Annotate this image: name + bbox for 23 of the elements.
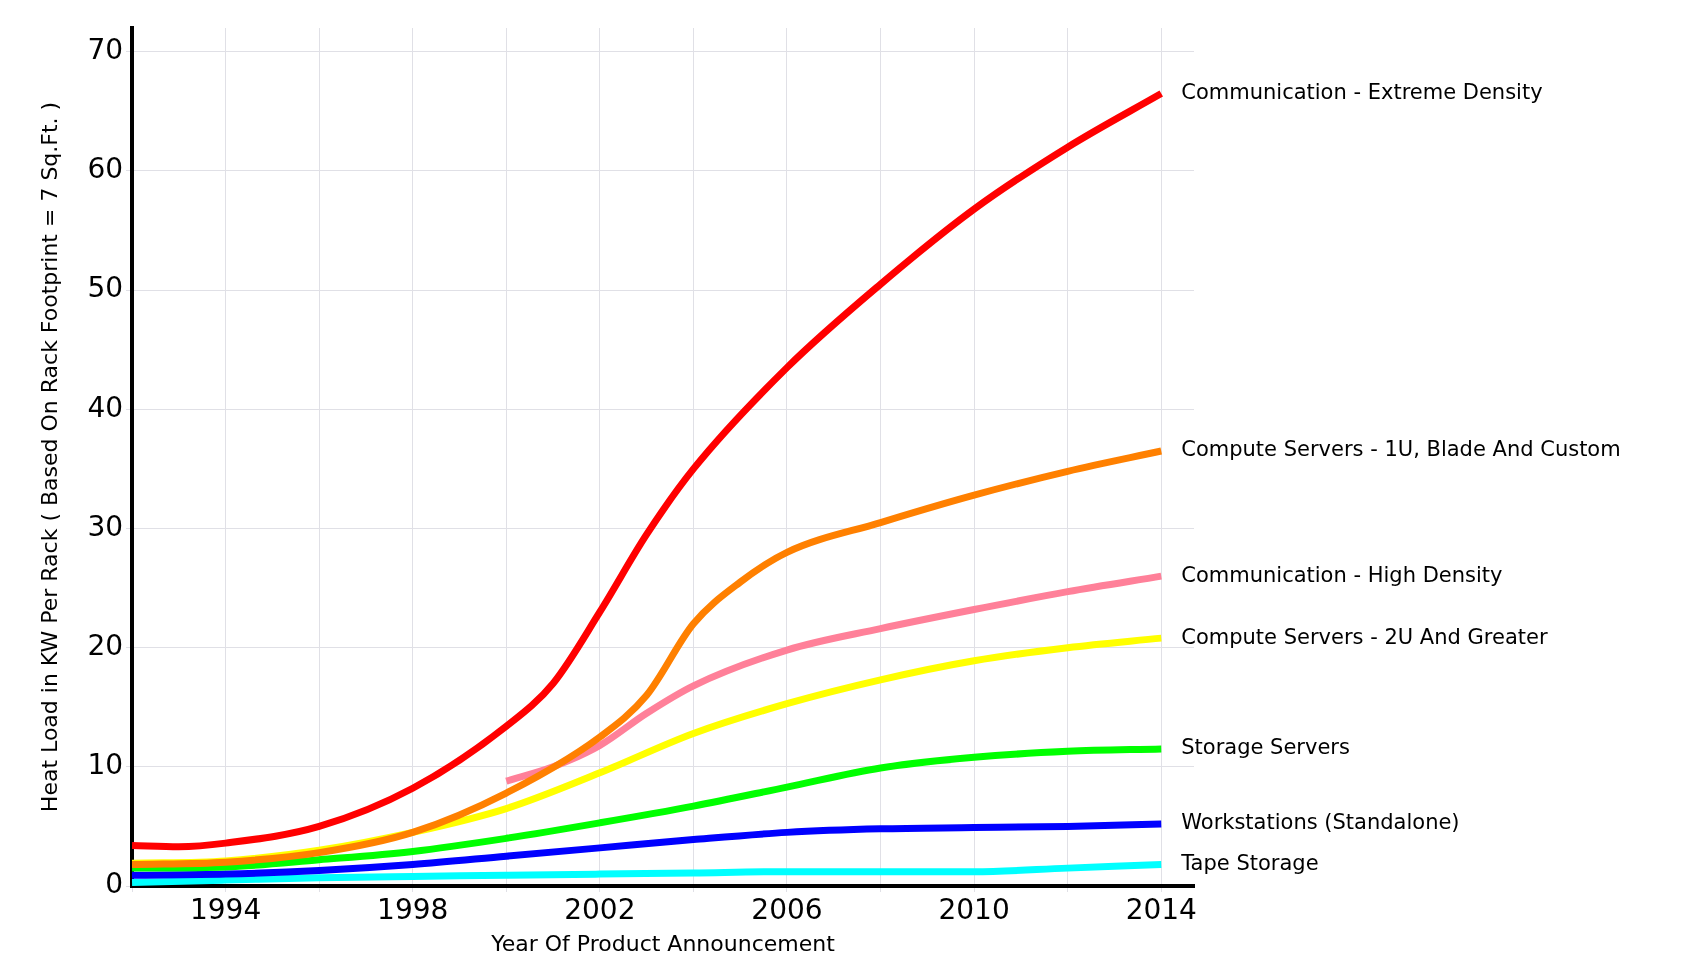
y-tick-label: 30 bbox=[87, 509, 124, 543]
x-tick-label: 2006 bbox=[751, 893, 823, 927]
x-tick-label: 1998 bbox=[377, 893, 449, 927]
y-axis-title: Heat Load in KW Per Rack ( Based On Rack Footprint = 7 Sq.Ft. ) bbox=[36, 101, 62, 813]
y-tick-label: 40 bbox=[87, 390, 124, 424]
y-tick-label: 70 bbox=[87, 33, 124, 67]
series-label: Communication - High Density bbox=[1181, 562, 1503, 587]
series-label: Workstations (Standalone) bbox=[1181, 810, 1460, 835]
x-tick-label: 2002 bbox=[564, 893, 636, 927]
x-tick-label: 2010 bbox=[938, 893, 1010, 927]
x-tick-label: 1994 bbox=[189, 893, 262, 927]
series-label: Storage Servers bbox=[1181, 735, 1350, 760]
series-label: Compute Servers - 1U, Blade And Custom bbox=[1181, 437, 1621, 462]
x-tick-label: 2014 bbox=[1125, 893, 1197, 927]
y-tick-label: 10 bbox=[87, 748, 124, 782]
series-label: Communication - Extreme Density bbox=[1181, 79, 1543, 104]
y-tick-label: 50 bbox=[87, 271, 124, 305]
y-tick-label: 0 bbox=[105, 867, 124, 901]
y-tick-label: 60 bbox=[87, 152, 124, 186]
y-tick-label: 20 bbox=[87, 628, 124, 662]
series-label: Tape Storage bbox=[1180, 851, 1319, 875]
x-axis-title: Year Of Product Announcement bbox=[490, 930, 836, 956]
series-label: Compute Servers - 2U And Greater bbox=[1181, 624, 1548, 649]
